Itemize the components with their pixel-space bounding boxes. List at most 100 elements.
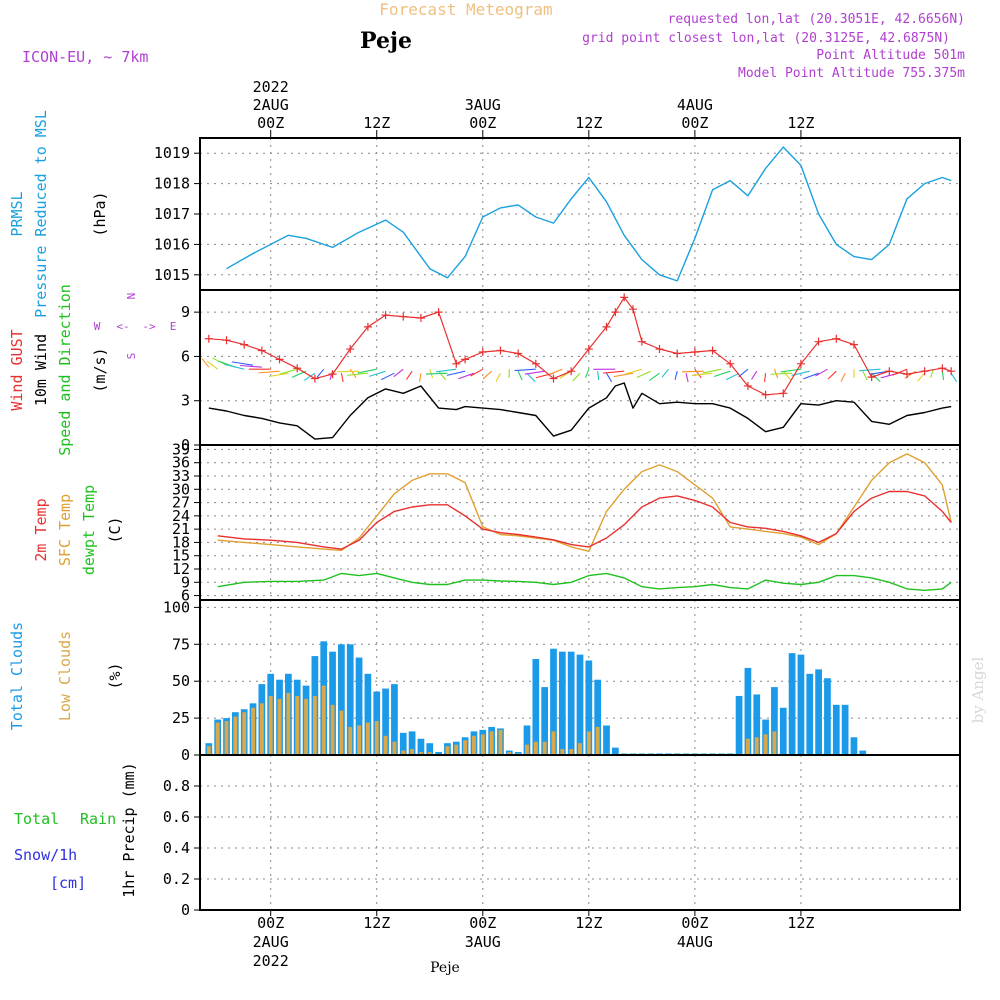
gust-marker — [275, 355, 284, 364]
total-cloud-bar — [841, 704, 849, 755]
low-cloud-bar — [454, 744, 459, 755]
low-cloud-bar — [268, 695, 273, 755]
low-cloud-bar — [569, 749, 574, 755]
total-cloud-bar — [815, 669, 822, 755]
y-tick-label: 0.8 — [163, 777, 190, 795]
y-tick-label: 21 — [172, 520, 190, 538]
top-date-label: 4AUG — [677, 96, 713, 114]
gust-marker — [867, 373, 876, 382]
total-cloud-bar — [417, 738, 425, 755]
wind-direction-arrow — [585, 368, 590, 378]
y-tick-label: 0.6 — [163, 808, 190, 826]
prmsl-label: PRMSL — [8, 191, 26, 236]
watermark: by Angel — [969, 656, 987, 723]
low-cloud-bar — [754, 737, 759, 755]
y-tick-label: 0.4 — [163, 839, 190, 857]
wind-direction-arrow — [815, 368, 828, 377]
gust-marker — [637, 337, 646, 346]
pressure-line — [226, 146, 952, 282]
low-cloud-bar — [480, 734, 485, 755]
gust-marker — [531, 359, 540, 368]
model-point-altitude: Model Point Altitude 755.375m — [738, 66, 965, 81]
wind-direction-arrow — [603, 370, 625, 374]
gust-marker — [726, 359, 735, 368]
gust-marker — [743, 381, 752, 390]
low-cloud-bar — [745, 738, 750, 755]
wind-direction-arrow — [597, 371, 600, 381]
wind-direction-arrow — [713, 370, 731, 378]
wind-direction-arrow — [206, 360, 219, 370]
low-cloud-bar — [578, 743, 582, 755]
gust-marker — [690, 348, 699, 356]
gust-marker — [902, 370, 911, 379]
total-cloud-bar — [435, 752, 442, 755]
total-cloud-bar — [408, 731, 416, 755]
top-hour-label: 12Z — [787, 114, 814, 132]
gust-marker — [257, 346, 266, 355]
gust-marker — [416, 314, 425, 323]
low-cloud-bar — [498, 729, 503, 755]
wind-direction-arrow — [526, 372, 536, 383]
top-hour-label: 00Z — [257, 114, 284, 132]
gust-marker — [947, 367, 956, 376]
gust-marker — [814, 337, 823, 346]
total-cloud-bar — [355, 657, 363, 755]
wind-direction-arrow — [406, 370, 413, 380]
y-tick-label: 33 — [172, 467, 190, 485]
low-cloud-bar — [286, 693, 291, 755]
low-cloud-bar — [472, 735, 476, 755]
y-tick-label: 1019 — [154, 144, 190, 162]
gust-marker — [611, 308, 620, 317]
requested-coords: requested lon,lat (20.3051E, 42.6656N) — [668, 12, 965, 27]
total-cloud-bar — [558, 651, 566, 755]
gust-marker — [832, 334, 841, 343]
total-cloud-bar — [779, 707, 787, 755]
total-cloud-bar — [399, 732, 407, 755]
wind-direction-arrow — [393, 368, 404, 378]
y-tick-label: 0 — [181, 901, 190, 919]
total-cloud-bar — [391, 684, 398, 755]
gust-marker — [938, 364, 947, 373]
snow-unit-label: [cm] — [50, 874, 86, 892]
wind-direction-arrow — [224, 363, 245, 370]
panel-labels: PRMSL Pressure Reduced to MSL (hPa) Wind GU… — [8, 110, 176, 898]
gust-marker — [602, 322, 611, 331]
compass-south: S — [125, 353, 138, 360]
wind-direction-arrow — [840, 372, 846, 382]
wind-direction-arrow — [517, 370, 523, 381]
wind-direction-arrow — [419, 373, 422, 382]
total-cloud-bar — [832, 704, 840, 755]
wind-direction-arrow — [357, 368, 377, 374]
low-cloud-bar — [463, 740, 468, 755]
wind-direction-arrow — [751, 370, 758, 380]
wind-direction-arrow — [648, 372, 660, 381]
total-cloud-bar — [735, 695, 743, 755]
low-clouds-label: Low Clouds — [56, 631, 74, 721]
gust-marker — [240, 340, 249, 349]
top-year-label: 2022 — [253, 78, 289, 96]
y-tick-label: 25 — [172, 709, 190, 727]
wind-direction-arrow — [674, 371, 678, 380]
wind-direction-arrow — [547, 368, 563, 376]
wind-direction-arrow — [572, 372, 581, 382]
grid-coords: grid point closest lon,lat (20.3125E, 42… — [582, 31, 950, 46]
wind-direction-arrow — [691, 372, 713, 377]
low-cloud-bar — [224, 721, 229, 755]
wind-direction-arrow — [624, 368, 643, 375]
wind-direction-arrow — [871, 372, 881, 383]
total-cloud-bar — [585, 660, 593, 755]
y-tick-label: 100 — [163, 598, 190, 616]
y-tick-label: 75 — [172, 635, 190, 653]
total-cloud-bar — [382, 688, 389, 755]
total-cloud-bar — [567, 651, 575, 755]
bottom-hour-label: 00Z — [257, 914, 284, 932]
low-cloud-bar — [348, 726, 353, 755]
wind-direction-arrow — [770, 372, 793, 375]
total-cloud-bar — [338, 644, 345, 755]
gust-marker — [452, 359, 461, 368]
wind-direction-arrow — [685, 373, 689, 383]
y-tick-label: 1017 — [154, 205, 190, 223]
